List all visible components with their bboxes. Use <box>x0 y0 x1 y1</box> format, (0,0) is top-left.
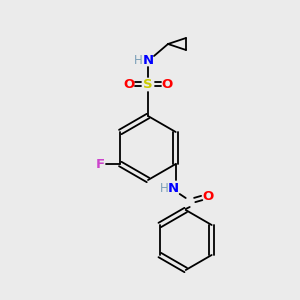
Text: O: O <box>161 77 172 91</box>
Text: H: H <box>160 182 169 194</box>
Text: H: H <box>134 53 142 67</box>
Text: N: N <box>142 53 154 67</box>
Text: N: N <box>168 182 179 194</box>
Text: O: O <box>123 77 135 91</box>
Text: F: F <box>96 158 105 170</box>
Text: O: O <box>202 190 213 202</box>
Text: S: S <box>143 77 153 91</box>
